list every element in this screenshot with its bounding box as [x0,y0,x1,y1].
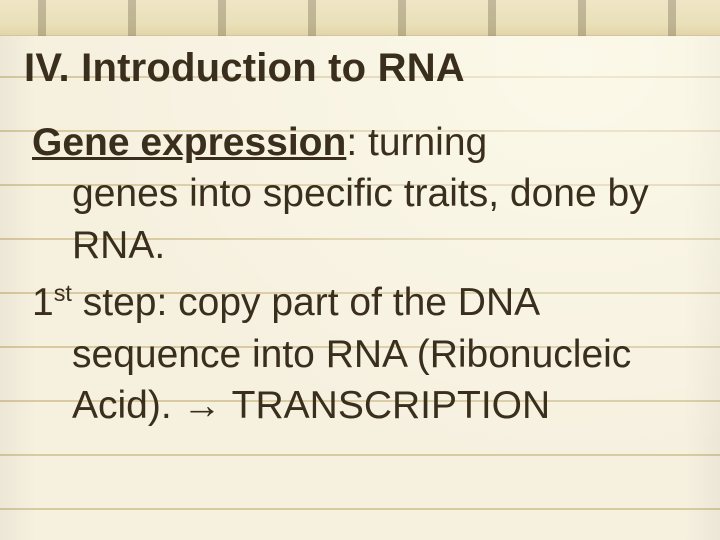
notebook-slide: IV. Introduction to RNA Gene expression:… [0,0,720,540]
slide-heading: IV. Introduction to RNA [24,46,696,91]
paragraph-first-step: 1st step: copy part of the DNA sequence … [32,277,692,431]
para2-lead-superscript: st [54,280,72,306]
para2-indent-text: sequence into RNA (Ribonucleic Acid). → … [72,329,692,432]
binding-strip [0,0,720,36]
para1-indent-text: genes into specific traits, done by RNA. [72,168,692,271]
paragraph-gene-expression: Gene expression: turning genes into spec… [32,117,692,271]
para1-rest-line1: : turning [346,121,487,164]
slide-content: IV. Introduction to RNA Gene expression:… [0,36,720,438]
term-gene-expression: Gene expression [32,121,346,164]
para2-lead-number: 1 [32,281,54,324]
para2-lead-rest: step: copy part of the DNA [72,281,540,324]
